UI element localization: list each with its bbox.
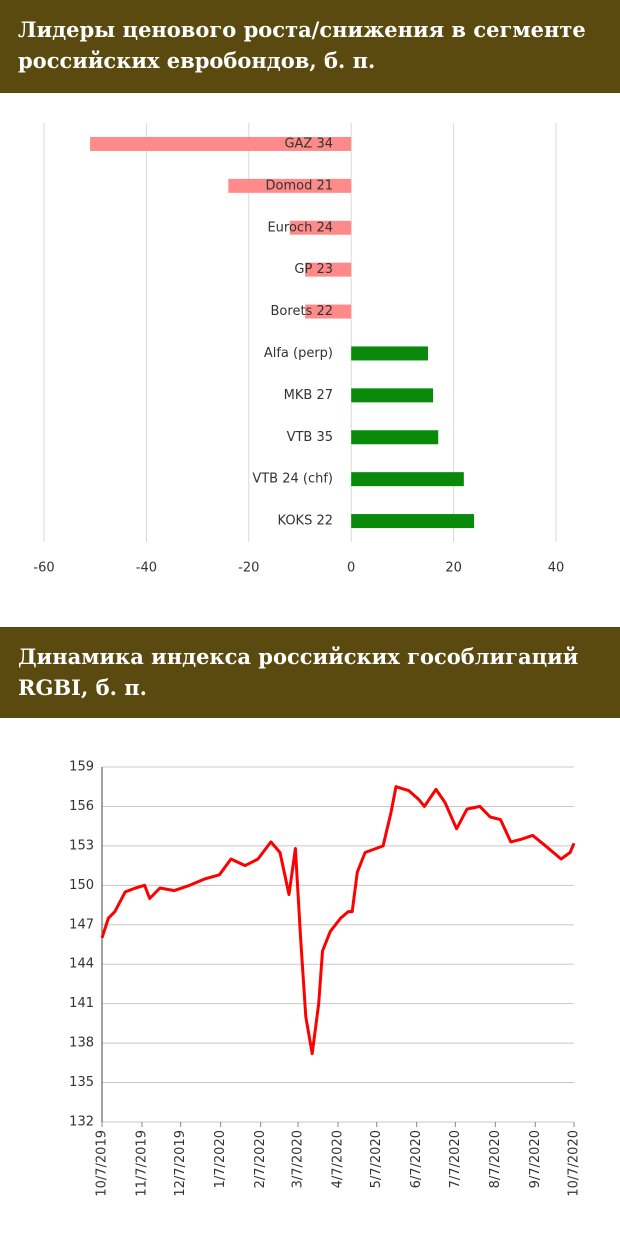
- x-tick-label: 2/7/2020: [253, 1130, 268, 1188]
- bar: [305, 304, 352, 319]
- bar: [351, 430, 439, 445]
- x-tick-label: 9/7/2020: [528, 1130, 543, 1188]
- category-label: MKB 27: [284, 388, 333, 403]
- category-label: KOKS 22: [278, 514, 334, 529]
- bar: [351, 472, 464, 487]
- x-tick-label: -40: [136, 561, 157, 576]
- x-tick-label: 12/7/2019: [173, 1130, 188, 1197]
- x-tick-label: 1/7/2020: [213, 1130, 228, 1188]
- y-tick-label: 144: [69, 957, 94, 972]
- category-label: VTB 24 (chf): [252, 472, 333, 487]
- x-tick-label: -20: [238, 561, 259, 576]
- category-label: GAZ 34: [284, 136, 333, 151]
- y-tick-label: 156: [69, 799, 94, 814]
- bar-chart: -60 -40 -20 0 20 40 GAZ 34 Domod 21 Euroch 24 GP …: [33, 123, 565, 576]
- y-tick-label: 150: [69, 878, 94, 893]
- header: Лидеры ценового роста/снижения в сегмент…: [0, 0, 620, 93]
- bar: [228, 178, 352, 193]
- header: Динамика индекса российских гособлигаций…: [0, 627, 620, 718]
- y-tick-label: 132: [69, 1115, 94, 1130]
- x-tick-label: 0: [347, 561, 355, 576]
- x-tick-label: 4/7/2020: [331, 1130, 346, 1188]
- bar: [351, 388, 434, 403]
- x-tick-label: -60: [33, 561, 54, 576]
- category-label: Alfa (perp): [264, 346, 333, 361]
- bar: [289, 220, 352, 235]
- y-tick-label: 147: [69, 917, 94, 932]
- category-label: VTB 35: [287, 430, 333, 445]
- x-tick-label: 10/7/2019: [95, 1130, 110, 1197]
- data-line: [100, 785, 576, 1056]
- y-tick-label: 135: [69, 1075, 94, 1090]
- category-label: Domod 21: [265, 178, 333, 193]
- x-tick-label: 6/7/2020: [409, 1130, 424, 1188]
- category-label: Euroch 24: [267, 220, 333, 235]
- bar: [90, 136, 352, 151]
- x-tick-label: 3/7/2020: [291, 1130, 306, 1188]
- bar: [351, 514, 475, 529]
- x-tick-label: 8/7/2020: [488, 1130, 503, 1188]
- category-label: GP 23: [294, 262, 333, 277]
- x-tick-label: 40: [548, 561, 565, 576]
- x-tick-label: 7/7/2020: [448, 1130, 463, 1188]
- y-tick-label: 141: [69, 996, 94, 1011]
- bar: [351, 346, 428, 361]
- y-tick-label: 153: [69, 838, 94, 853]
- y-tick-label: 159: [69, 760, 94, 775]
- x-tick-label: 5/7/2020: [369, 1130, 384, 1188]
- x-tick-label: 10/7/2020: [567, 1130, 582, 1197]
- bar: [305, 262, 352, 277]
- y-tick-label: 138: [69, 1036, 94, 1051]
- x-tick-label: 11/7/2019: [134, 1130, 149, 1197]
- line-chart: 132 135 138 141 144 147 150 153 156 159 10/7/2019 1…: [69, 760, 582, 1197]
- x-tick-label: 20: [445, 561, 462, 576]
- category-label: Borets 22: [271, 304, 333, 319]
